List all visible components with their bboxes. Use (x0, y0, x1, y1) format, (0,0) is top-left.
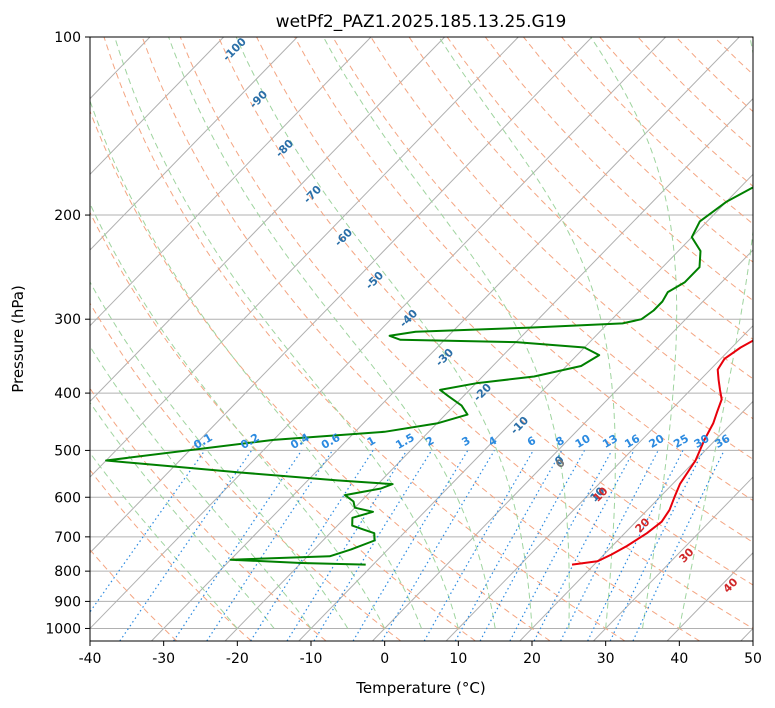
dry-adiabat-line (90, 302, 402, 641)
isotherm-line (519, 400, 753, 641)
isotherm-line (90, 37, 446, 403)
moist-adiabat-line (90, 99, 422, 629)
dewpoint-profile-line (105, 186, 753, 566)
x-tick-label: -30 (152, 651, 175, 667)
y-tick-label: 400 (54, 386, 81, 402)
temperature-profile-line (571, 339, 753, 566)
mixing-ratio-line (509, 450, 613, 641)
mixing-ratio-line (587, 450, 684, 641)
dry-adiabat-line (90, 469, 252, 641)
dry-adiabat-line (90, 211, 476, 641)
y-tick-label: 1000 (45, 621, 81, 637)
moist-adiabat-line (235, 37, 533, 629)
dry-adiabat-line (90, 109, 551, 641)
x-tick-label: 50 (744, 651, 762, 667)
y-tick-label: 200 (54, 208, 81, 224)
isotherm-line (372, 249, 753, 641)
moist-adiabat-line (590, 37, 678, 629)
x-tick-label: -40 (79, 651, 102, 667)
mixing-ratio-line (632, 450, 725, 641)
mixing-ratio-line (479, 450, 586, 641)
x-tick-label: 0 (380, 651, 389, 667)
mixing-ratio-line (119, 450, 253, 641)
dry-adiabat-line (103, 37, 626, 641)
isotherm-line (90, 37, 372, 327)
mixing-ratio-line (609, 450, 704, 641)
dry-adiabat-line (179, 37, 753, 630)
y-tick-label: 300 (54, 312, 81, 328)
mixing-ratio-line (352, 450, 469, 641)
moist-adiabat-line (168, 37, 496, 629)
mixing-ratio-line (250, 450, 374, 641)
moist-adiabat-line (90, 345, 312, 629)
axis-ticks: -40 -30 -20 -10 0 10 20 30 40 50 100 200 300 400 500 60… (45, 30, 762, 667)
moist-adiabat-line (438, 37, 616, 629)
isotherm-line (90, 37, 519, 478)
isotherm-line (298, 173, 753, 641)
x-tick-label: 10 (449, 651, 467, 667)
isotherm-line (224, 97, 753, 641)
isotherm-line (445, 324, 753, 641)
y-tick-label: 900 (54, 594, 81, 610)
moist-adiabat-line (90, 452, 238, 629)
chart-title: wetPf2_PAZ1.2025.185.13.25.G19 (276, 12, 567, 32)
isotherm-line (90, 37, 667, 630)
isotherm-line (90, 37, 225, 176)
y-tick-label: 500 (54, 443, 81, 459)
moist-adiabat-line (90, 401, 275, 629)
mixing-ratio-line (381, 450, 495, 641)
x-tick-label: 20 (523, 651, 541, 667)
moist-adiabat-line (90, 281, 349, 629)
moist-adiabat-line (90, 202, 386, 629)
moist-adiabat-line (323, 37, 570, 629)
moist-adiabat-line (114, 37, 459, 629)
x-tick-label: 30 (597, 651, 615, 667)
isotherm-line (90, 37, 298, 251)
plot-frame (89, 36, 754, 642)
y-tick-label: 600 (54, 490, 81, 506)
y-tick-label: 800 (54, 564, 81, 580)
plot-grid (90, 37, 753, 641)
plot-data (105, 186, 753, 566)
y-axis-title: Pressure (hPa) (9, 285, 27, 393)
x-tick-label: -10 (300, 651, 323, 667)
mixing-ratio-line (286, 450, 408, 641)
mixing-ratio-line (173, 450, 303, 641)
dry-adiabat-line (484, 37, 753, 302)
isotherm-line (151, 37, 740, 641)
x-axis-title: Temperature (°C) (355, 679, 485, 697)
y-tick-label: 700 (54, 530, 81, 546)
mixing-ratio-line (313, 450, 433, 641)
moist-adiabat-line (678, 37, 753, 629)
mixing-ratio-line (90, 450, 206, 614)
x-tick-label: -20 (226, 651, 249, 667)
mixing-ratio-line (206, 450, 333, 641)
isotherm-line (593, 476, 753, 641)
isotherm-line (90, 37, 593, 554)
y-tick-label: 100 (54, 30, 81, 46)
x-tick-label: 40 (670, 651, 688, 667)
